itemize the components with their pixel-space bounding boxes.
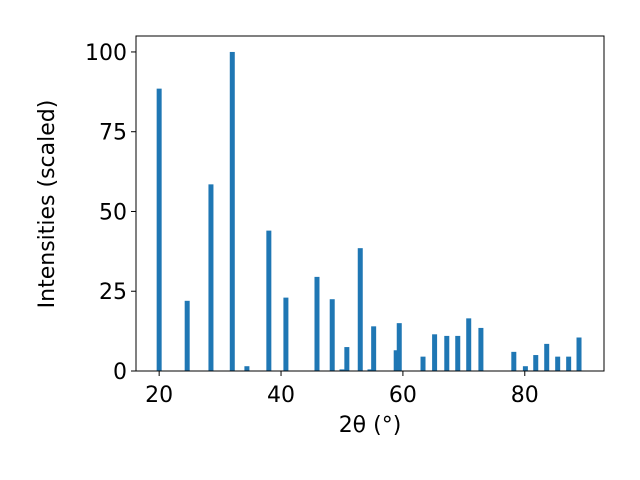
y-tick-label: 50 <box>99 200 127 225</box>
x-tick-label: 20 <box>145 383 173 408</box>
plot-frame <box>135 35 605 372</box>
bar <box>478 327 484 371</box>
x-tick-label: 80 <box>511 383 539 408</box>
bar <box>371 326 377 371</box>
bar <box>184 300 190 371</box>
x-tick-label: 60 <box>389 383 417 408</box>
bar <box>344 347 350 371</box>
bar <box>566 356 572 371</box>
bar <box>511 351 517 371</box>
y-tick-label: 25 <box>99 280 127 305</box>
bar <box>444 335 450 371</box>
bar <box>522 366 528 371</box>
bar <box>314 276 320 371</box>
bar <box>357 248 363 371</box>
bar <box>283 297 289 371</box>
bar <box>466 318 472 371</box>
bar <box>244 366 250 371</box>
y-tick-label: 0 <box>113 360 127 385</box>
x-axis-label: 2θ (°) <box>339 413 402 438</box>
y-axis-label: Intensities (scaled) <box>35 100 60 309</box>
bar <box>533 355 539 371</box>
bar <box>208 184 214 371</box>
bar <box>544 343 550 371</box>
bar <box>266 230 272 371</box>
bar <box>576 337 582 371</box>
x-tick-label: 40 <box>267 383 295 408</box>
bar <box>455 335 461 371</box>
bar <box>367 369 373 371</box>
bar <box>420 356 426 371</box>
bar <box>432 334 438 371</box>
bar <box>156 88 162 372</box>
bar <box>229 51 235 371</box>
bar <box>555 356 561 371</box>
bar <box>339 369 345 371</box>
y-tick-label: 100 <box>85 41 127 66</box>
bar <box>329 299 335 371</box>
bar <box>393 350 399 371</box>
y-tick-label: 75 <box>99 121 127 146</box>
bar <box>396 323 402 371</box>
